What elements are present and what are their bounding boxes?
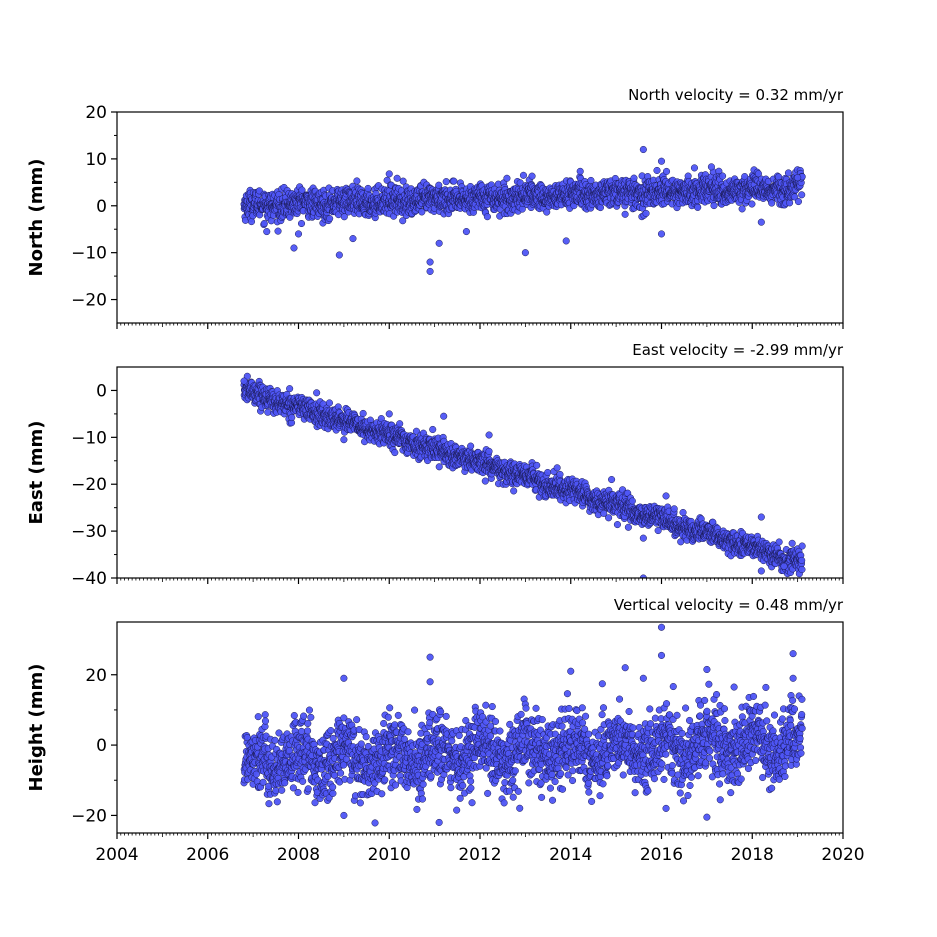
y-tick-label: −20 [71,291,107,311]
data-point [679,508,687,517]
data-point [353,177,361,185]
outlier-point [562,237,570,245]
data-point [788,539,796,547]
data-point [642,209,650,217]
data-point [286,385,294,393]
data-point [399,177,407,185]
data-point [794,198,802,206]
data-point [326,215,334,223]
outlier-point [707,163,715,171]
data-point [784,169,792,177]
data-point [510,487,518,495]
y-tick-label: 10 [85,150,107,170]
data-point [791,193,799,201]
outlier-point [521,249,529,257]
data-point [325,399,333,407]
outlier-point [385,170,393,178]
outlier-point [426,267,434,275]
data-point [435,181,443,189]
data-point [621,210,629,218]
data-point [418,208,426,216]
outlier-point [435,239,443,247]
outlier-point [639,145,647,154]
data-point [297,219,306,228]
data-point [528,172,536,180]
east-points [240,372,806,578]
data-point [748,200,756,208]
data-point [624,523,632,531]
outlier-point [290,244,298,252]
data-point [587,176,595,184]
north-points [240,145,806,275]
outlier-point [657,230,666,238]
data-point [519,171,528,179]
north-axes-frame [116,111,844,324]
outlier-point [263,228,271,236]
data-point [738,205,746,213]
data-point [719,172,727,180]
outlier-point [462,228,470,236]
data-point [605,514,613,522]
data-point [391,449,399,457]
data-point [576,167,584,175]
data-point [544,468,552,477]
data-point [662,167,671,175]
north-velocity-annotation: North velocity = 0.32 mm/yr [628,86,844,104]
data-point [450,177,458,185]
y-tick-label: 20 [85,103,107,123]
y-tick-label: 0 [96,197,107,217]
data-point [694,203,702,211]
data-point [247,218,256,226]
data-point [483,213,491,221]
data-point [396,420,404,428]
data-point [364,184,372,192]
outlier-point [757,218,765,226]
data-point [467,442,475,450]
north-panel: 20 10 0 −10 −20 North (mm) North velocity = 0.… [26,86,844,329]
data-point [710,202,718,210]
data-point [775,538,783,546]
outlier-point [657,157,666,165]
data-point [260,219,268,228]
outlier-point [349,235,357,243]
data-point [377,415,385,423]
outlier-point [335,251,343,259]
data-point [690,164,699,172]
data-point [556,470,564,478]
data-point [628,497,636,505]
data-point [274,227,282,235]
data-point [435,463,443,471]
data-point [768,199,776,207]
data-point [399,217,407,225]
data-point [613,521,621,529]
outlier-point [794,174,802,182]
data-point [264,408,272,416]
data-point [533,461,541,469]
outlier-point [426,258,434,266]
data-point [481,477,489,485]
y-tick-label: −10 [71,244,107,264]
data-point [393,174,401,182]
data-point [670,505,678,513]
data-point [485,447,493,455]
data-point [653,166,661,175]
data-point [442,178,450,186]
data-point [798,191,806,199]
data-point [503,174,511,182]
data-point [288,413,296,422]
data-point [630,174,638,182]
data-point [754,170,762,178]
outlier-point [294,230,303,238]
north-ylabel: North (mm) [26,159,47,277]
data-point [359,409,367,418]
data-point [429,425,437,434]
